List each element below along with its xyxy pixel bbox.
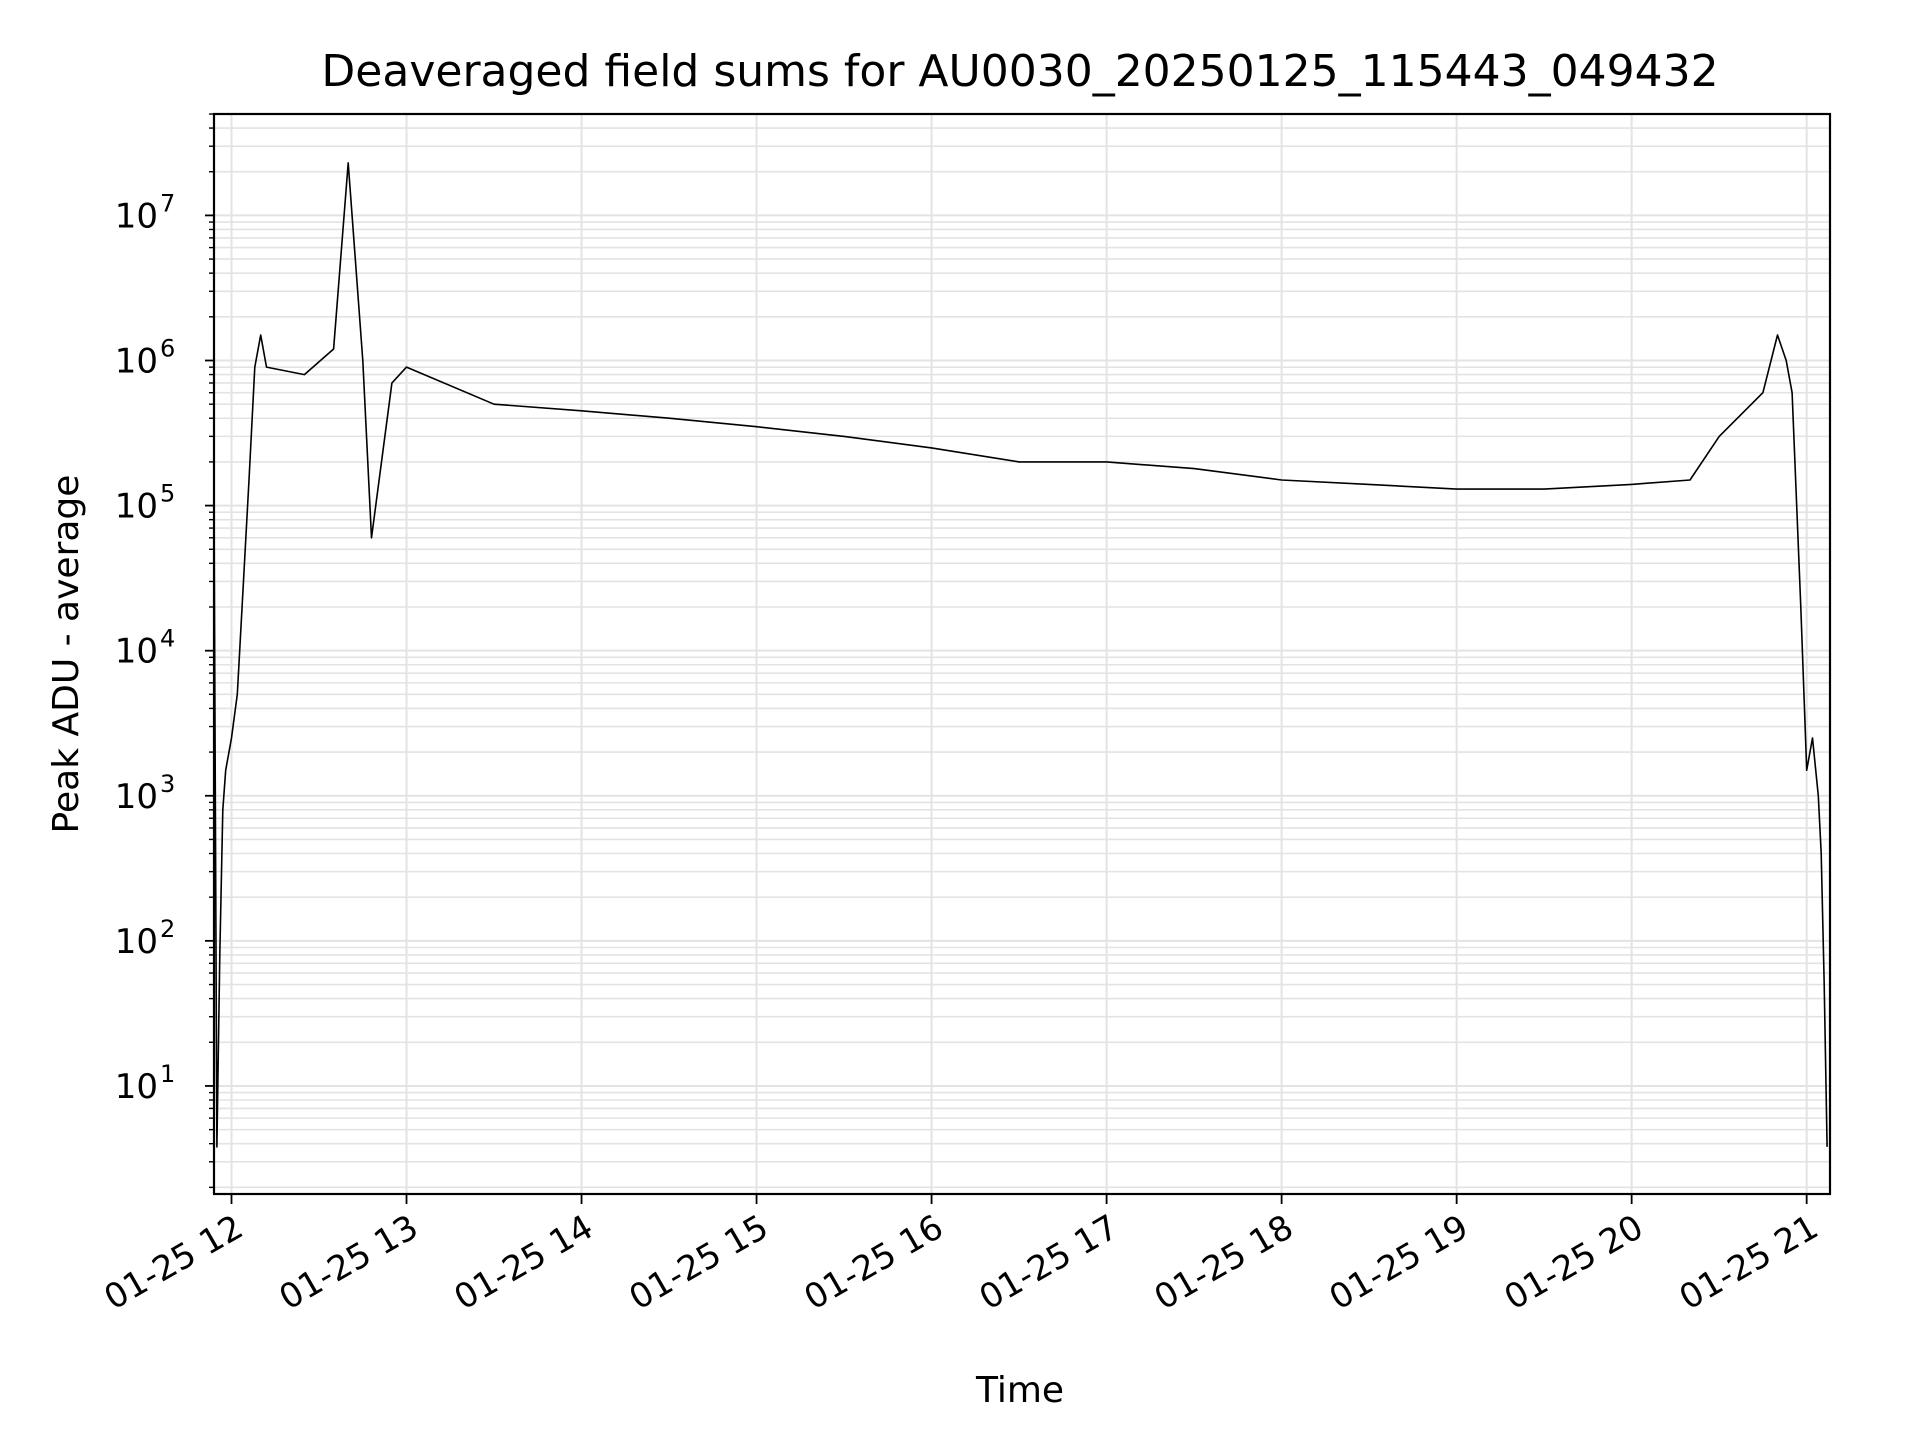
y-tick-exponent: 6 <box>160 335 175 363</box>
x-tick-label: 01-25 14 <box>448 1207 600 1318</box>
x-tick-label: 01-25 16 <box>798 1207 950 1318</box>
y-tick-label: 10 <box>115 196 158 236</box>
x-tick-label: 01-25 18 <box>1148 1207 1300 1318</box>
chart-title: Deaveraged field sums for AU0030_2025012… <box>321 46 1718 97</box>
y-tick-exponent: 1 <box>160 1060 175 1088</box>
plot-area <box>213 162 1828 1148</box>
grid-lines <box>214 113 1830 1194</box>
series-line <box>213 162 1828 1148</box>
x-tick-label: 01-25 17 <box>973 1207 1125 1318</box>
y-axis-title: Peak ADU - average <box>46 475 87 834</box>
x-axis: 01-25 12 01-25 13 01-25 14 01-25 15 01-25 16… <box>98 1194 1825 1318</box>
x-tick-label: 01-25 20 <box>1498 1207 1650 1318</box>
y-tick-label: 10 <box>115 1067 158 1107</box>
x-tick-label: 01-25 15 <box>623 1207 775 1318</box>
x-axis-title: Time <box>975 1370 1064 1411</box>
y-tick-exponent: 2 <box>160 915 175 943</box>
y-tick-exponent: 3 <box>160 770 175 798</box>
y-tick-label: 10 <box>115 777 158 817</box>
y-tick-exponent: 5 <box>160 480 175 508</box>
y-tick-label: 10 <box>115 632 158 672</box>
plot-frame <box>212 112 1832 1196</box>
y-tick-exponent: 7 <box>160 189 175 217</box>
x-tick-label: 01-25 12 <box>98 1207 250 1318</box>
y-tick-label: 10 <box>115 922 158 962</box>
x-tick-label: 01-25 21 <box>1673 1207 1825 1318</box>
x-tick-label: 01-25 13 <box>273 1207 425 1318</box>
x-tick-label: 01-25 19 <box>1323 1207 1475 1318</box>
y-tick-label: 10 <box>115 342 158 382</box>
y-tick-label: 10 <box>115 487 158 527</box>
y-tick-exponent: 4 <box>160 625 175 653</box>
